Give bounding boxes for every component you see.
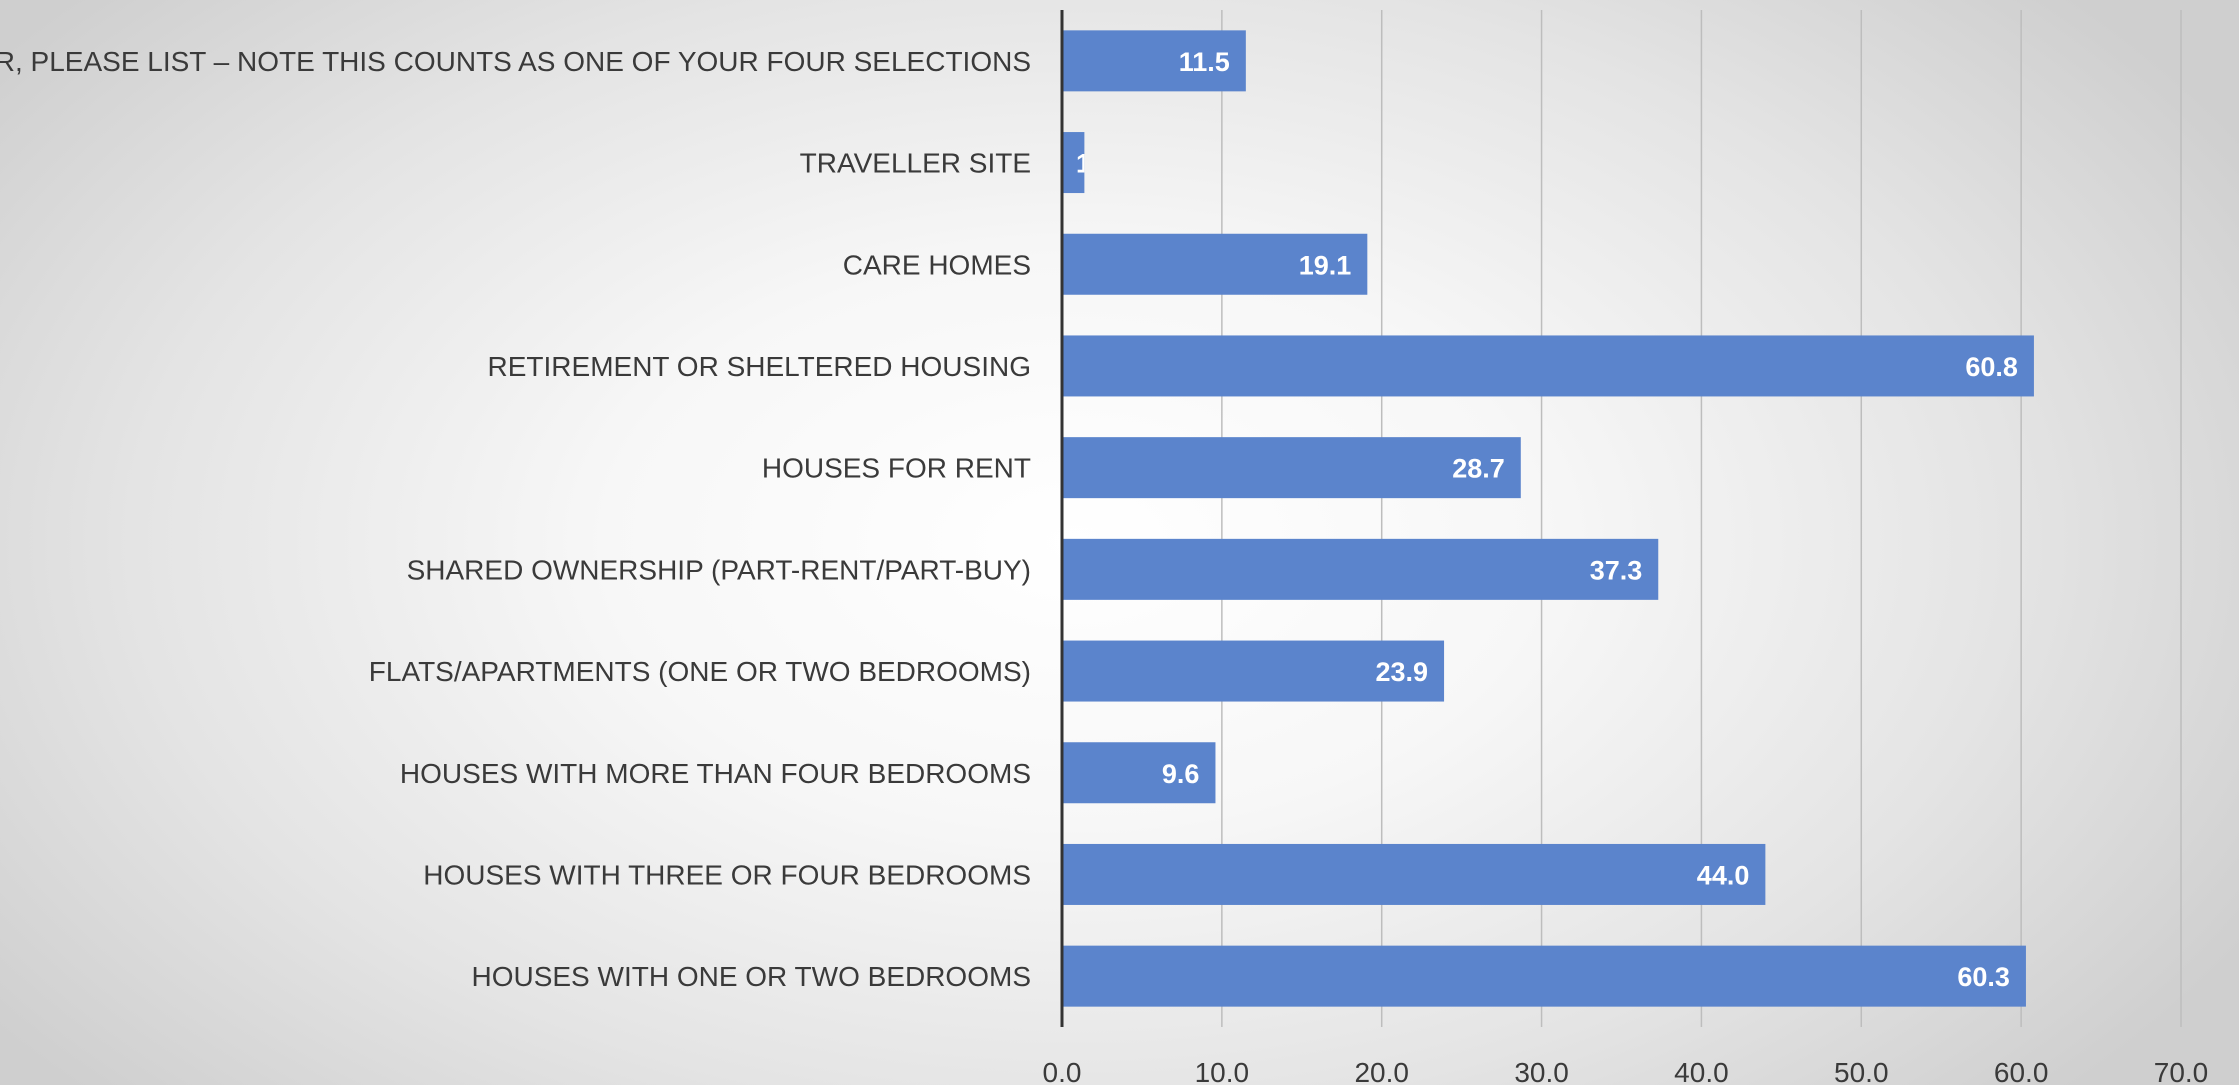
x-tick-label: 30.0 [1514,1057,1569,1085]
bar [1062,538,1659,600]
category-label: HOUSES WITH MORE THAN FOUR BEDROOMS [400,758,1031,789]
bar-value-label: 37.3 [1590,555,1643,585]
category-label: OTHER, PLEASE LIST – NOTE THIS COUNTS AS… [0,46,1031,77]
category-label: TRAVELLER SITE [800,148,1031,179]
category-label: CARE HOMES [843,249,1031,280]
bar-value-label: 60.3 [1957,962,2010,992]
x-tick-label: 20.0 [1354,1057,1409,1085]
bar-value-label: 60.8 [1965,352,2018,382]
value-axis-tick-labels: 0.0 10.0 20.0 30.0 40.0 50.0 60.0 70.0 [1043,1057,2209,1085]
bar [1062,945,2026,1007]
bar-series [1062,30,2034,1007]
x-tick-label: 10.0 [1195,1057,1250,1085]
bar [1062,335,2034,397]
category-label: HOUSES FOR RENT [762,453,1031,484]
bar-value-label: 44.0 [1697,860,1750,890]
bar [1062,30,1246,92]
bar-value-label: 23.9 [1375,657,1428,687]
category-label: RETIREMENT OR SHELTERED HOUSING [488,351,1031,382]
bar [1062,843,1766,905]
gridlines [1221,10,2182,1027]
x-tick-label: 60.0 [1994,1057,2049,1085]
category-label: SHARED OWNERSHIP (PART-RENT/PART-BUY) [407,554,1031,585]
bar [1062,742,1216,804]
x-tick-label: 70.0 [2154,1057,2209,1085]
category-label: HOUSES WITH ONE OR TWO BEDROOMS [471,961,1031,992]
bar [1062,132,1085,194]
bar [1062,233,1368,295]
x-tick-label: 0.0 [1043,1057,1082,1085]
bar-value-label: 9.6 [1162,759,1200,789]
category-label: HOUSES WITH THREE OR FOUR BEDROOMS [423,859,1031,890]
bar-value-label: 19.1 [1299,250,1352,280]
bar-value-label: 28.7 [1452,454,1505,484]
data-labels: 11.5 1 19.1 60.8 28.7 37.3 23.9 9.6 44.0 60.3 [1076,47,2018,992]
x-tick-label: 50.0 [1834,1057,1889,1085]
category-axis-labels: OTHER, PLEASE LIST – NOTE THIS COUNTS AS… [0,46,1031,992]
category-label: FLATS/APARTMENTS (ONE OR TWO BEDROOMS) [369,656,1031,687]
bar [1062,437,1521,499]
bar [1062,640,1445,702]
bar-value-label: 11.5 [1179,47,1230,77]
x-tick-label: 40.0 [1674,1057,1729,1085]
bar-value-label: 1 [1076,149,1091,179]
